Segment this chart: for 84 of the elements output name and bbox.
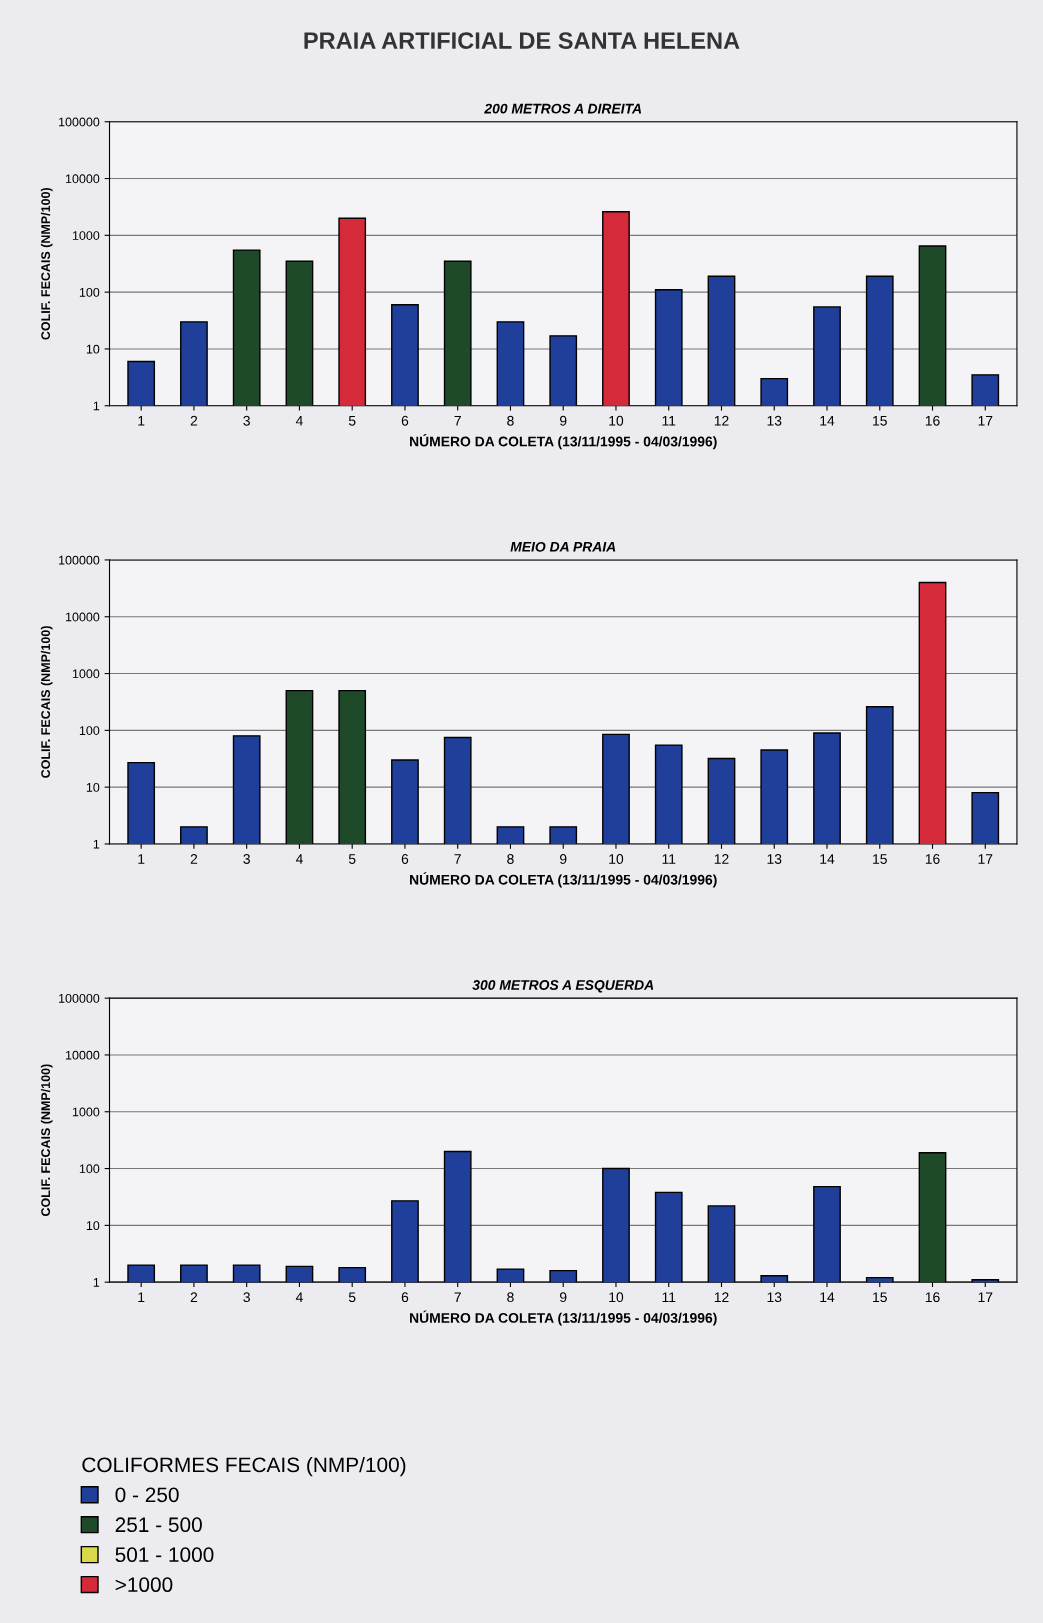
x-tick-label: 5 xyxy=(348,1292,356,1303)
x-tick-label: 3 xyxy=(243,854,250,864)
x-tick-label: 6 xyxy=(401,1292,409,1303)
x-axis-title: NÚMERO DA COLETA (13/11/1995 - 04/03/1996) xyxy=(410,1310,717,1326)
x-tick-label: 1 xyxy=(138,415,145,426)
x-tick-label: 9 xyxy=(560,1292,567,1303)
y-axis-title: COLIF. FECAIS (NMP/100) xyxy=(40,626,53,778)
x-tick-label: 13 xyxy=(767,1292,782,1303)
chart-title: PRAIA ARTIFICIAL DE SANTA HELENA xyxy=(304,32,740,49)
y-tick-label: 100000 xyxy=(59,117,100,127)
x-tick-label: 17 xyxy=(978,415,993,426)
y-tick-label: 100 xyxy=(79,726,100,735)
x-tick-label: 3 xyxy=(243,415,250,426)
legend-label: 251 - 500 xyxy=(115,1517,202,1533)
x-tick-label: 7 xyxy=(454,1292,461,1302)
y-axis-title: COLIF. FECAIS (NMP/100) xyxy=(40,187,53,340)
x-tick-label: 10 xyxy=(609,854,624,864)
x-tick-label: 2 xyxy=(190,854,198,864)
y-tick-label: 100000 xyxy=(59,555,100,565)
x-tick-label: 4 xyxy=(295,1292,303,1302)
x-axis-title: NÚMERO DA COLETA (13/11/1995 - 04/03/1996) xyxy=(410,433,717,450)
chart-subtitle: 200 METROS A DIREITA xyxy=(484,103,642,114)
x-tick-label: 9 xyxy=(560,415,567,426)
x-tick-label: 1 xyxy=(138,854,145,864)
x-tick-label: 11 xyxy=(662,1292,676,1302)
y-tick-label: 100 xyxy=(79,1164,100,1174)
x-tick-label: 2 xyxy=(190,1292,198,1302)
y-tick-label: 10 xyxy=(86,1221,100,1231)
x-tick-label: 4 xyxy=(295,854,303,864)
legend-label: 501 - 1000 xyxy=(115,1547,214,1563)
legend-title: COLIFORMES FECAIS (NMP/100) xyxy=(82,1456,406,1477)
x-tick-label: 15 xyxy=(873,415,887,426)
x-tick-label: 8 xyxy=(507,854,514,864)
x-tick-label: 7 xyxy=(454,415,461,426)
x-tick-label: 12 xyxy=(714,1292,729,1302)
x-tick-label: 10 xyxy=(609,1292,624,1303)
x-axis-title: NÚMERO DA COLETA (13/11/1995 - 04/03/1996) xyxy=(410,872,717,888)
x-tick-label: 14 xyxy=(820,854,835,864)
chart-title: MEIO DA PRAIA xyxy=(510,541,616,552)
x-tick-label: 10 xyxy=(609,415,624,426)
x-tick-label: 15 xyxy=(873,1292,887,1303)
x-tick-label: 16 xyxy=(925,854,940,864)
y-tick-label: 1000 xyxy=(72,669,100,679)
x-tick-label: 7 xyxy=(454,854,461,864)
x-tick-label: 4 xyxy=(295,415,303,426)
y-tick-label: 10000 xyxy=(65,174,100,184)
x-tick-label: 2 xyxy=(190,415,198,426)
x-tick-label: 3 xyxy=(243,1292,250,1303)
y-tick-label: 1 xyxy=(93,1278,100,1287)
x-tick-label: 11 xyxy=(662,415,676,426)
chart-title: 300 METROS A ESQUERDA xyxy=(472,980,654,993)
x-tick-label: 16 xyxy=(925,1292,940,1303)
y-tick-label: 100000 xyxy=(59,993,100,1003)
y-tick-label: 1 xyxy=(93,839,100,849)
y-tick-label: 10 xyxy=(86,782,100,792)
y-tick-label: 1000 xyxy=(72,231,100,240)
y-tick-label: 100 xyxy=(79,287,100,297)
x-tick-label: 6 xyxy=(401,854,409,864)
x-tick-label: 14 xyxy=(820,415,835,426)
x-tick-label: 8 xyxy=(507,415,514,426)
y-tick-label: 10000 xyxy=(65,612,100,622)
x-tick-label: 5 xyxy=(348,415,356,426)
x-tick-label: 9 xyxy=(560,854,567,864)
x-tick-label: 15 xyxy=(873,854,887,864)
y-tick-label: 1000 xyxy=(72,1107,100,1117)
x-tick-label: 13 xyxy=(767,854,782,864)
legend-label: 0 - 250 xyxy=(115,1487,179,1503)
x-tick-label: 13 xyxy=(767,415,782,426)
x-tick-label: 17 xyxy=(978,1292,993,1302)
x-tick-label: 16 xyxy=(925,415,940,426)
x-tick-label: 1 xyxy=(138,1292,145,1302)
x-tick-label: 6 xyxy=(401,415,409,426)
y-tick-label: 1 xyxy=(93,401,100,411)
x-tick-label: 17 xyxy=(978,854,993,864)
x-tick-label: 12 xyxy=(714,415,729,426)
y-axis-title: COLIF. FECAIS (NMP/100) xyxy=(40,1064,53,1217)
x-tick-label: 11 xyxy=(662,854,676,864)
x-tick-label: 5 xyxy=(348,854,356,864)
y-tick-label: 10 xyxy=(86,344,100,354)
legend-label: >1000 xyxy=(115,1577,173,1593)
x-tick-label: 12 xyxy=(714,854,729,864)
x-tick-label: 8 xyxy=(507,1292,514,1303)
x-tick-label: 14 xyxy=(820,1292,835,1302)
y-tick-label: 10000 xyxy=(65,1050,100,1060)
